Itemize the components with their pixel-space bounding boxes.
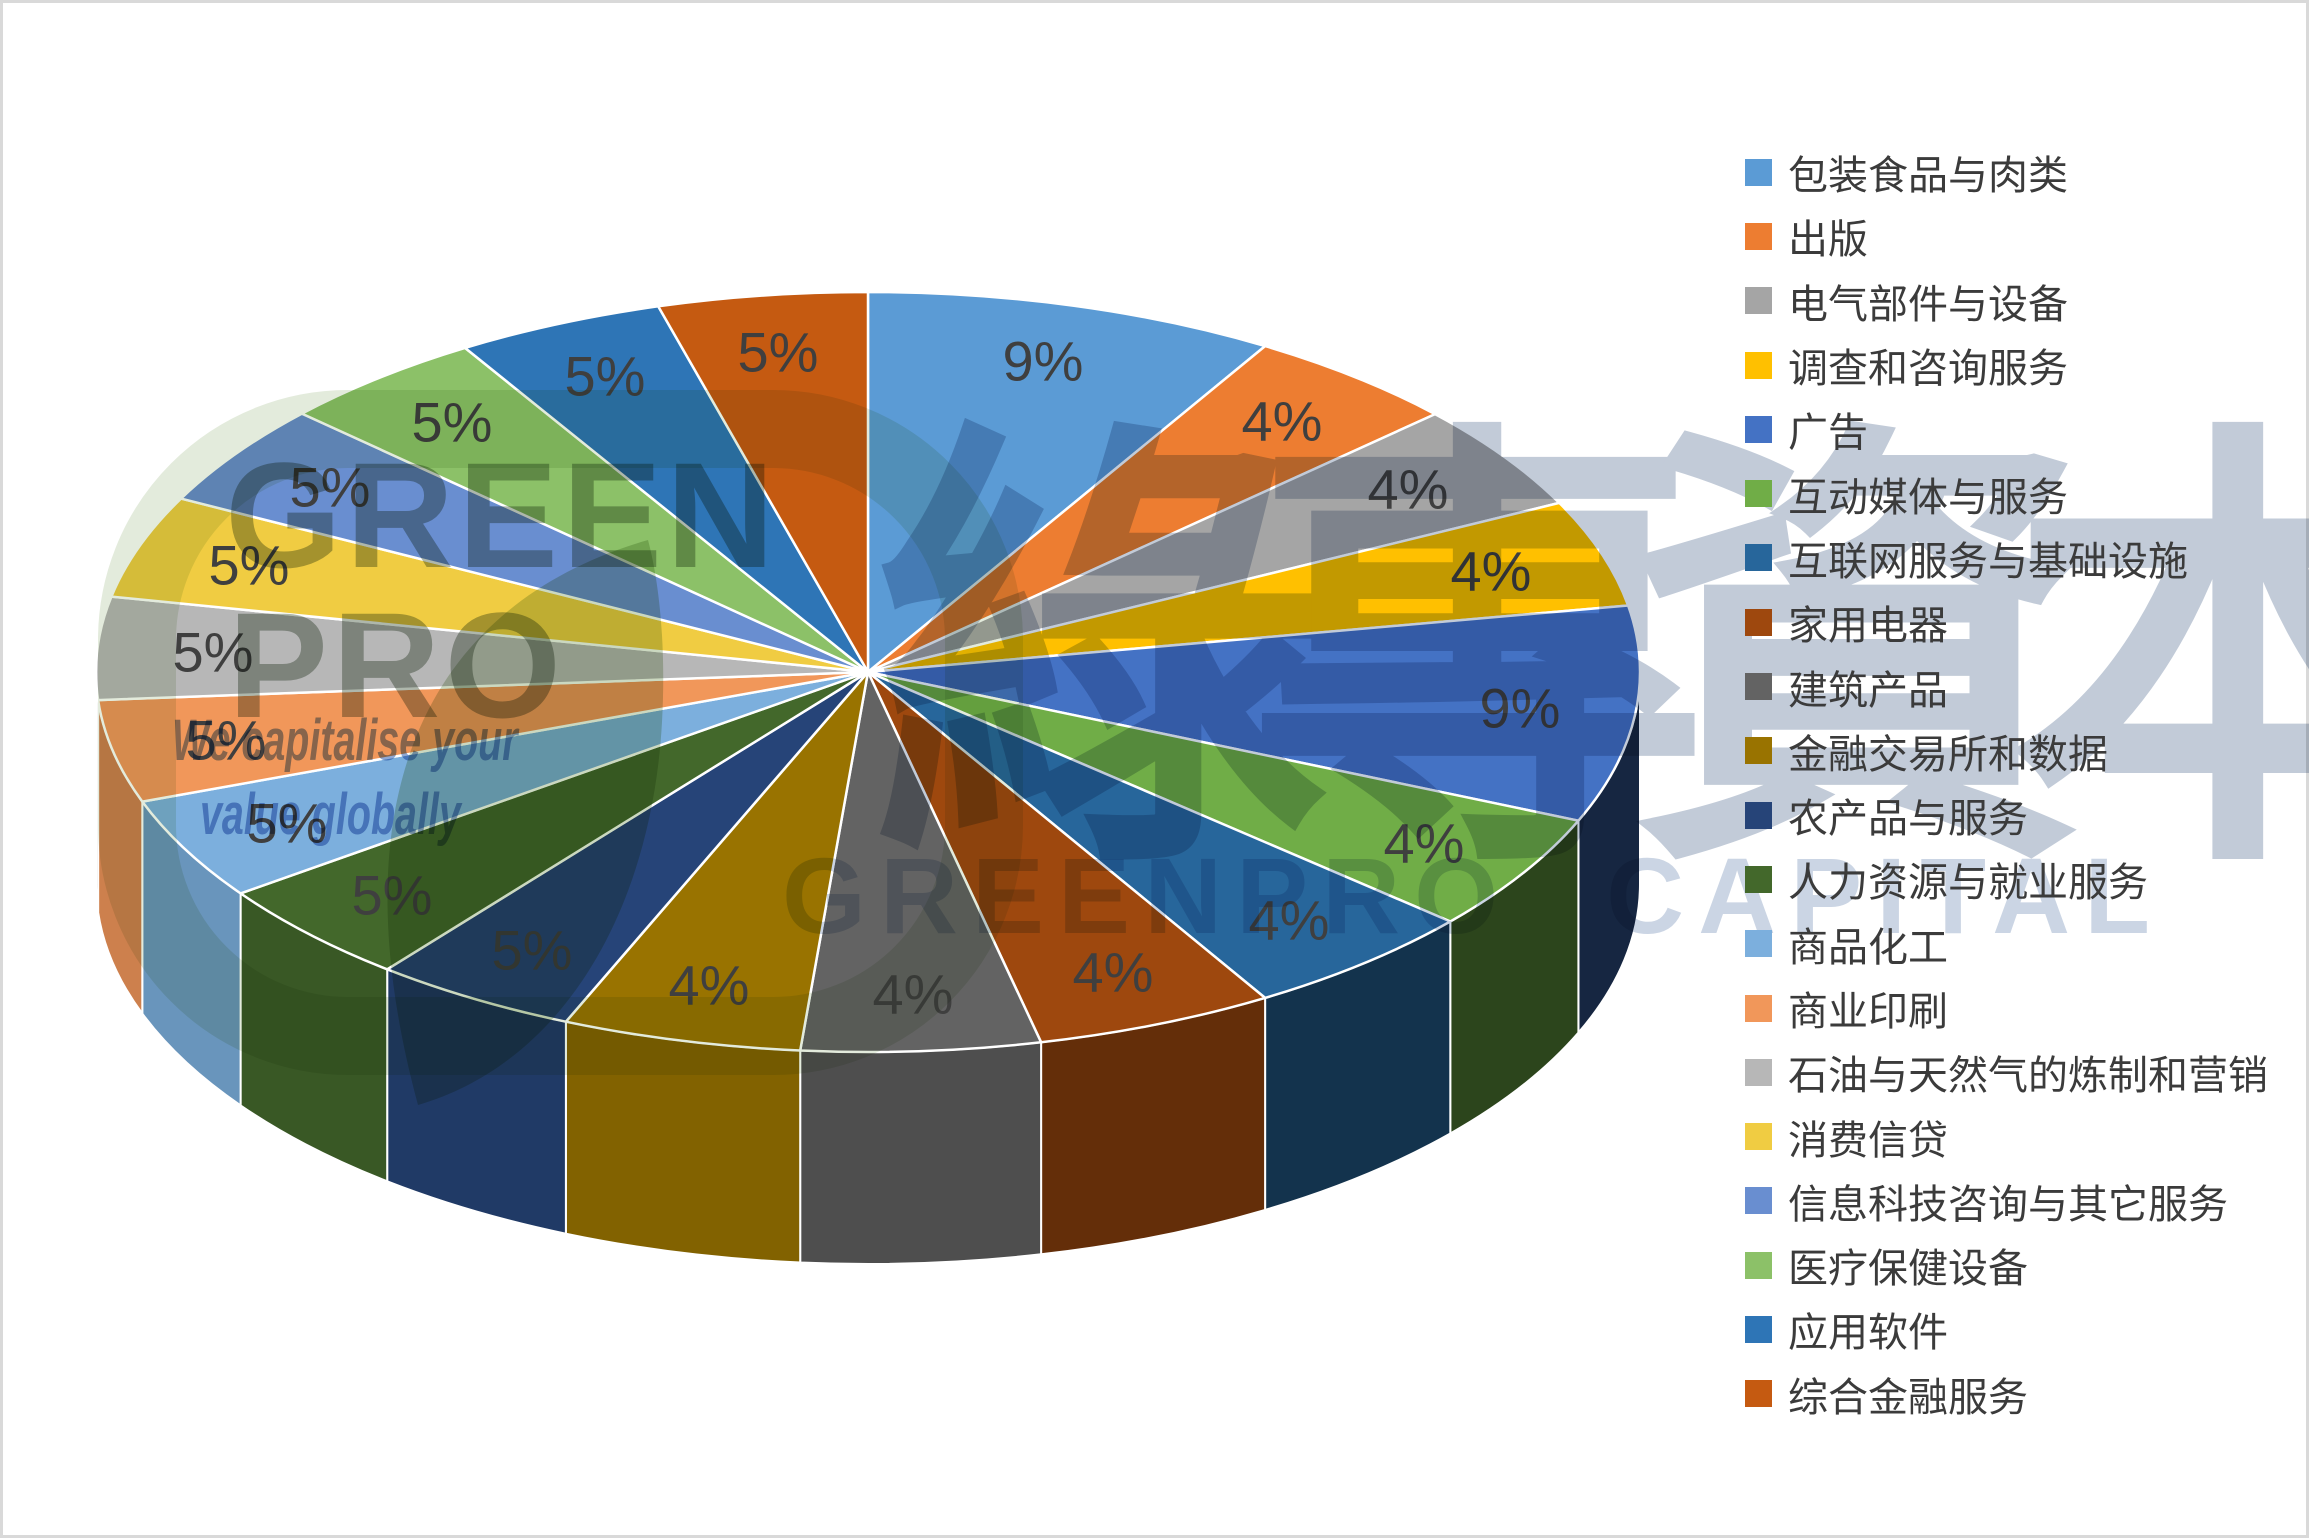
pie-slice	[866, 604, 1642, 822]
slice-percent-label: 5%	[186, 709, 267, 772]
legend-swatch	[1745, 673, 1772, 701]
pie-slice	[656, 290, 870, 674]
slice-percent-label: 5%	[738, 321, 819, 384]
pie-slice	[866, 501, 1630, 674]
legend-item: 信息科技咨询与其它服务	[1745, 1169, 2268, 1233]
legend-item: 家用电器	[1745, 590, 2268, 654]
legend-swatch	[1745, 1187, 1772, 1215]
slice-percent-label: 4%	[1384, 812, 1465, 875]
pie-slice	[866, 670, 1580, 923]
legend-label: 互动媒体与服务	[1788, 474, 2068, 520]
legend-label: 消费信贷	[1788, 1117, 1948, 1163]
slice-percent-label: 4%	[1451, 540, 1532, 603]
legend-item: 电气部件与设备	[1745, 269, 2268, 333]
legend-swatch	[1745, 994, 1772, 1022]
legend-swatch	[1745, 1123, 1772, 1151]
legend-swatch	[1745, 1380, 1772, 1408]
slice-percent-label: 4%	[1249, 889, 1330, 952]
pie-slice-side	[799, 1041, 1043, 1265]
legend-label: 信息科技咨询与其它服务	[1788, 1181, 2228, 1227]
slice-percent-label: 4%	[669, 954, 750, 1017]
pie-slice-side	[564, 1020, 802, 1264]
slice-percent-label: 9%	[1480, 677, 1561, 740]
legend-label: 互联网服务与基础设施	[1788, 538, 2188, 584]
legend-item: 应用软件	[1745, 1297, 2268, 1361]
slice-percent-label: 5%	[565, 345, 646, 408]
legend-item: 消费信贷	[1745, 1104, 2268, 1168]
legend-swatch	[1745, 737, 1772, 765]
slice-percent-label: 4%	[1242, 390, 1323, 453]
legend-item: 互动媒体与服务	[1745, 461, 2268, 525]
slice-percent-label: 9%	[1003, 330, 1084, 393]
legend-item: 综合金融服务	[1745, 1362, 2268, 1426]
legend-label: 调查和咨询服务	[1788, 346, 2068, 392]
legend-swatch	[1745, 1315, 1772, 1343]
legend-label: 商品化工	[1788, 924, 1948, 970]
legend-swatch	[1745, 415, 1772, 443]
legend-item: 广告	[1745, 397, 2268, 461]
legend-swatch	[1745, 930, 1772, 958]
legend-label: 应用软件	[1788, 1310, 1948, 1356]
pie-slice	[866, 412, 1561, 674]
chart-legend: 包装食品与肉类 出版电气部件与设备 调查和咨询服务 广告互动媒体与服务互联网服务与基础…	[1745, 140, 2268, 1426]
legend-item: 商品化工	[1745, 912, 2268, 976]
legend-label: 综合金融服务	[1788, 1374, 2028, 1420]
pie-slice-side	[94, 671, 100, 913]
legend-swatch	[1745, 544, 1772, 572]
legend-label: 金融交易所和数据	[1788, 731, 2108, 777]
legend-swatch	[1745, 351, 1772, 379]
legend-swatch	[1745, 1251, 1772, 1279]
slice-percent-label: 4%	[873, 963, 954, 1026]
legend-swatch	[1745, 608, 1772, 636]
slice-percent-label: 5%	[352, 864, 433, 927]
slice-percent-label: 5%	[173, 621, 254, 684]
legend-label: 石油与天然气的炼制和营销	[1788, 1053, 2268, 1099]
slice-percent-label: 5%	[492, 919, 573, 982]
legend-label: 电气部件与设备	[1788, 281, 2068, 327]
legend-swatch	[1745, 865, 1772, 893]
legend-swatch	[1745, 480, 1772, 508]
legend-label: 农产品与服务	[1788, 796, 2028, 842]
legend-label: 医疗保健设备	[1788, 1246, 2028, 1292]
legend-item: 人力资源与就业服务	[1745, 847, 2268, 911]
legend-label: 出版	[1788, 217, 1868, 263]
legend-item: 调查和咨询服务	[1745, 333, 2268, 397]
legend-label: 家用电器	[1788, 603, 1948, 649]
legend-item: 商业印刷	[1745, 976, 2268, 1040]
legend-label: 广告	[1788, 410, 1868, 456]
legend-label: 包装食品与肉类	[1788, 153, 2068, 199]
legend-item: 金融交易所和数据	[1745, 719, 2268, 783]
legend-swatch	[1745, 1058, 1772, 1086]
legend-swatch	[1745, 222, 1772, 250]
slice-percent-label: 5%	[247, 792, 328, 855]
legend-swatch	[1745, 801, 1772, 829]
legend-label: 商业印刷	[1788, 989, 1948, 1034]
legend-item: 建筑产品	[1745, 654, 2268, 718]
legend-item: 包装食品与肉类	[1745, 140, 2268, 204]
legend-item: 医疗保健设备	[1745, 1233, 2268, 1297]
legend-label: 建筑产品	[1788, 667, 1948, 713]
legend-item: 互联网服务与基础设施	[1745, 526, 2268, 590]
slice-percent-label: 5%	[290, 456, 371, 519]
legend-swatch	[1745, 158, 1772, 186]
legend-item: 石油与天然气的炼制和营销	[1745, 1040, 2268, 1104]
legend-item: 农产品与服务	[1745, 783, 2268, 847]
slice-percent-label: 4%	[1073, 941, 1154, 1004]
slice-percent-label: 4%	[1368, 458, 1449, 521]
legend-item: 出版	[1745, 204, 2268, 268]
slice-percent-label: 5%	[412, 391, 493, 454]
legend-swatch	[1745, 287, 1772, 315]
legend-label: 人力资源与就业服务	[1788, 860, 2148, 906]
slice-percent-label: 5%	[209, 534, 290, 597]
